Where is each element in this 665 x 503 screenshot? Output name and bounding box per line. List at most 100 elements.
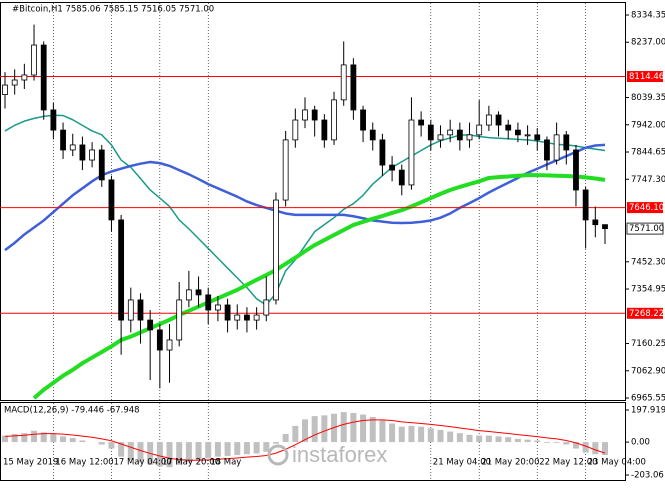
candle-body <box>79 144 86 161</box>
macd-bar <box>69 438 76 443</box>
level-label: 7268.22 <box>629 309 664 319</box>
macd-signal <box>4 419 606 461</box>
y-tick-label: 7747.30 <box>631 175 665 185</box>
axes: 8334.35 8237.00 8039.35 7942.00 7844.65 7747.… <box>3 11 665 481</box>
candle-body <box>11 79 18 86</box>
macd-bar <box>243 442 250 455</box>
macd-bar <box>214 442 221 457</box>
candle-body <box>195 289 202 296</box>
macd-bar <box>602 442 608 455</box>
macd-bar <box>534 440 541 443</box>
level-label-box <box>627 202 663 214</box>
candle-body <box>360 109 366 131</box>
macd-bar <box>360 414 367 443</box>
candle-body <box>437 134 444 141</box>
candle-body <box>602 224 608 229</box>
macd-bar <box>137 442 144 463</box>
x-tick-label: 16 May 12:00 <box>55 458 113 468</box>
macd-bar <box>563 442 570 445</box>
candle-body <box>137 299 144 321</box>
candle-body <box>40 44 47 111</box>
macd-bar <box>108 442 115 449</box>
macd-bar <box>514 438 521 443</box>
candle-body <box>273 199 279 301</box>
candle-body <box>592 219 599 226</box>
macd-bar <box>505 437 512 443</box>
macd-bar <box>21 433 28 443</box>
y-tick-label: 7942.00 <box>631 120 665 130</box>
macd-bar <box>31 430 38 443</box>
macd-bar <box>272 442 279 444</box>
candle-body <box>544 139 550 161</box>
macd-bar <box>543 442 550 443</box>
x-tick-label: 17 May 04:00 <box>113 458 171 468</box>
price-plot <box>0 24 625 400</box>
candle-body <box>495 114 502 126</box>
macd-bar <box>302 419 308 443</box>
y-tick-label: 6965.55 <box>631 394 665 404</box>
candle-body <box>369 129 376 141</box>
macd-bar <box>485 435 492 443</box>
x-tick-label: 21 May 04:00 <box>433 458 491 468</box>
candle-body <box>534 134 541 141</box>
candle-body <box>573 149 579 191</box>
macd-bar <box>350 412 357 443</box>
candle-body <box>311 109 318 121</box>
candle-body <box>505 124 512 131</box>
x-tick-label: 21 May 20:00 <box>481 458 539 468</box>
macd-bar <box>224 442 231 456</box>
candle-body <box>98 149 105 181</box>
macd-bar <box>118 442 125 457</box>
candle-body <box>21 74 28 81</box>
candle-body <box>553 134 560 161</box>
candle-body <box>253 314 260 321</box>
macd-bar <box>321 415 328 443</box>
macd-bar <box>176 442 183 465</box>
candle-body <box>234 314 241 321</box>
watermark-logo <box>267 444 289 466</box>
candle-body <box>215 304 221 311</box>
macd-bar <box>592 442 599 455</box>
macd-plot <box>2 412 608 468</box>
macd-bar <box>427 428 434 443</box>
main-panel <box>0 2 626 401</box>
macd-bar <box>60 436 67 443</box>
candle-body <box>340 64 347 101</box>
macd-bar <box>389 423 396 443</box>
chart-title: #Bitcoin,H1 7585.06 7585.15 7516.05 7571… <box>12 5 214 15</box>
candle-body <box>50 109 57 131</box>
macd-bar <box>50 433 57 443</box>
candle-body <box>398 169 405 186</box>
candle-body <box>127 299 134 321</box>
macd-bar <box>253 442 260 454</box>
level-label-box <box>627 307 663 319</box>
candle-body <box>563 134 570 151</box>
candle-body <box>69 144 76 151</box>
candle-body <box>379 139 386 166</box>
candle-body <box>166 339 173 351</box>
macd-tick-label: 197.919 <box>631 406 665 416</box>
y-tick-label: 7844.65 <box>631 148 665 158</box>
macd-bar <box>408 425 415 443</box>
level-label: 8114.46 <box>629 72 664 82</box>
candle-body <box>331 99 337 141</box>
candle-body <box>476 124 483 136</box>
moving-average <box>32 173 606 400</box>
candle-body <box>418 119 425 126</box>
candle-body <box>118 219 125 321</box>
macd-bar <box>40 432 47 443</box>
macd-bar <box>553 442 560 443</box>
candle-body <box>485 114 492 126</box>
level-label-box <box>627 71 663 83</box>
last-price-label: 7571.00 <box>629 224 664 234</box>
candle-body <box>447 129 454 136</box>
macd-bar <box>582 442 589 453</box>
macd-tick-label: 0.00 <box>631 438 650 448</box>
candle-body <box>389 164 395 171</box>
macd-bar <box>437 429 444 443</box>
candle-body <box>408 119 415 186</box>
candle-body <box>350 64 357 111</box>
x-tick-label: 15 May 2019 <box>3 458 58 468</box>
candle-body <box>224 304 231 321</box>
watermark: instaforex <box>267 442 387 467</box>
